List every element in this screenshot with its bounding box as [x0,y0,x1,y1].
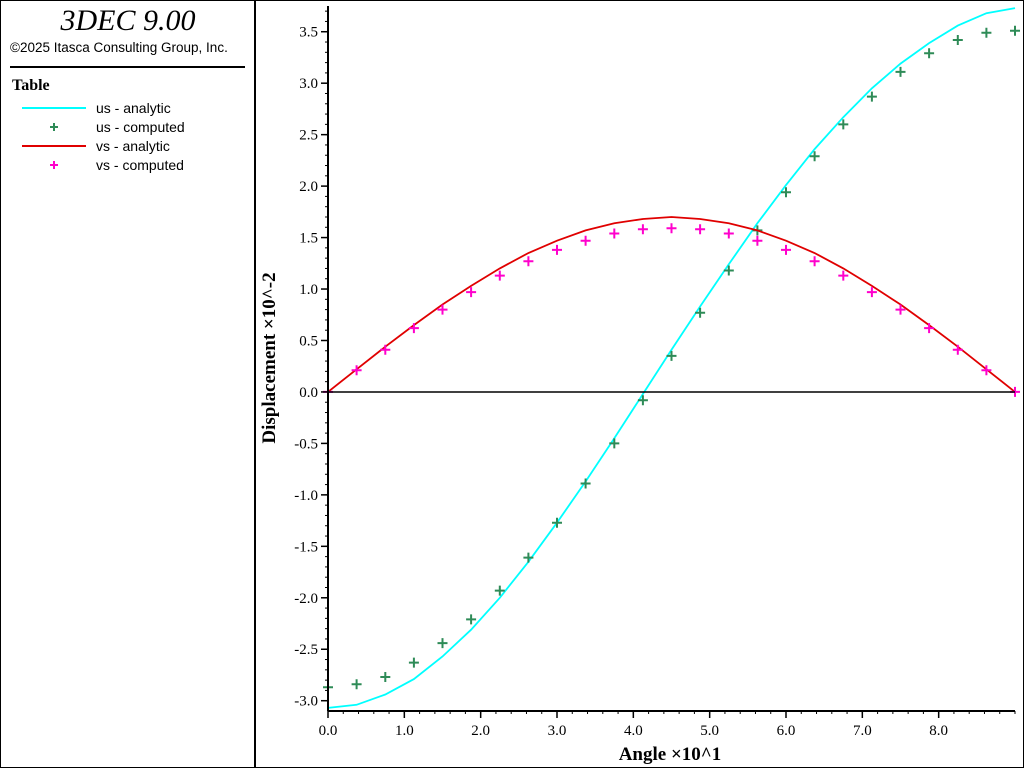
data-point-vs-computed [695,224,706,235]
data-point-us-computed [637,395,648,406]
legend-label: vs - computed [96,157,184,173]
data-point-vs-computed [981,365,992,376]
data-point-vs-computed [552,244,562,255]
data-point-vs-computed [580,235,591,246]
y-tick-label: 1.0 [299,282,318,298]
series-line-us-analytic [327,7,1016,709]
data-point-us-computed [895,66,906,77]
data-point-vs-computed [781,244,791,255]
y-tick-label: -3.0 [294,694,318,710]
data-point-vs-computed [351,365,362,376]
legend-panel: 3DEC 9.00 ©2025 Itasca Consulting Group,… [0,0,256,768]
x-tick-label: 4.0 [624,723,643,739]
data-point-us-computed [924,48,935,59]
x-tick-label: 3.0 [548,723,567,739]
y-tick-label: 2.5 [299,128,318,144]
data-point-us-computed [952,35,963,45]
x-tick-label: 2.0 [471,723,490,739]
plus-marker-icon [50,161,58,169]
data-point-vs-computed [408,323,419,334]
data-point-us-computed [1010,25,1020,36]
data-point-vs-computed [666,223,677,234]
legend-label: us - analytic [96,100,171,116]
data-point-us-computed [866,91,877,102]
data-point-us-computed [580,478,591,489]
y-tick-label: 0.0 [299,385,318,401]
data-point-vs-computed [380,344,391,355]
x-tick-label: 7.0 [853,723,872,739]
series-layer [323,7,1020,709]
data-point-vs-computed [952,344,963,355]
data-point-vs-computed [752,235,763,246]
data-point-us-computed [723,265,734,276]
data-point-vs-computed [809,256,820,267]
copyright-text: ©2025 Itasca Consulting Group, Inc. [10,40,228,55]
data-point-us-computed [380,672,391,682]
data-point-vs-computed [838,270,849,281]
data-point-us-computed [838,119,849,130]
data-point-vs-computed [523,256,534,267]
legend-item-vs-analytic: vs - analytic [22,137,242,155]
data-point-us-computed [466,614,477,625]
legend-title: Table [12,77,50,94]
data-point-vs-computed [924,323,935,334]
data-point-us-computed [809,151,820,162]
line-symbol-icon [22,107,86,109]
data-point-us-computed [609,438,620,449]
y-tick-label: 1.5 [299,231,318,247]
x-tick-label: 1.0 [395,723,414,739]
legend-label: vs - analytic [96,138,170,154]
data-point-us-computed [523,552,534,563]
y-tick-label: 2.0 [299,179,318,195]
x-tick-label: 8.0 [929,723,948,739]
data-point-us-computed [351,679,362,690]
data-point-vs-computed [437,304,448,315]
data-point-us-computed [437,638,448,649]
data-point-vs-computed [637,224,648,235]
legend-item-vs-computed: vs - computed [22,156,242,174]
y-tick-label: 0.5 [299,333,318,349]
app-title: 3DEC 9.00 [60,4,196,37]
data-point-vs-computed [609,228,620,239]
chart-plot: -3.0 -2.5 -2.0 -1.5 -1.0 -0.5 0.0 0.5 1.0 1.5 2.0 2… [259,6,1020,765]
data-point-vs-computed [494,270,505,281]
plus-marker-icon [50,123,58,131]
data-point-us-computed [552,517,562,528]
data-point-us-computed [981,27,992,38]
y-axis-label: Displacement ×10^-2 [259,272,280,443]
y-tick-label: -2.5 [294,642,318,658]
data-point-us-computed [666,350,677,361]
y-tick-label: -2.0 [294,591,318,607]
data-point-us-computed [494,585,505,596]
divider [10,66,245,68]
data-point-vs-computed [866,287,877,298]
data-point-vs-computed [895,304,906,315]
axes-layer: -3.0 -2.5 -2.0 -1.5 -1.0 -0.5 0.0 0.5 1.0 1.5 2.0 2… [294,6,1016,739]
data-point-us-computed [695,307,706,318]
legend-item-us-analytic: us - analytic [22,99,242,117]
data-point-us-computed [781,187,791,198]
y-tick-label: -0.5 [294,436,318,452]
data-point-us-computed [408,657,419,668]
x-tick-label: 0.0 [319,723,338,739]
y-tick-label: -1.0 [294,488,318,504]
x-axis-label: Angle ×10^1 [619,744,722,765]
y-tick-label: -1.5 [294,539,318,555]
series-line-vs-analytic [327,216,1016,393]
x-tick-label: 6.0 [777,723,796,739]
line-symbol-icon [22,145,86,147]
data-point-vs-computed [466,287,477,298]
x-tick-label: 5.0 [700,723,719,739]
y-tick-label: 3.5 [299,25,318,41]
legend-item-us-computed: us - computed [22,118,242,136]
data-point-vs-computed [723,228,734,239]
y-tick-label: 3.0 [299,76,318,92]
legend-label: us - computed [96,119,185,135]
